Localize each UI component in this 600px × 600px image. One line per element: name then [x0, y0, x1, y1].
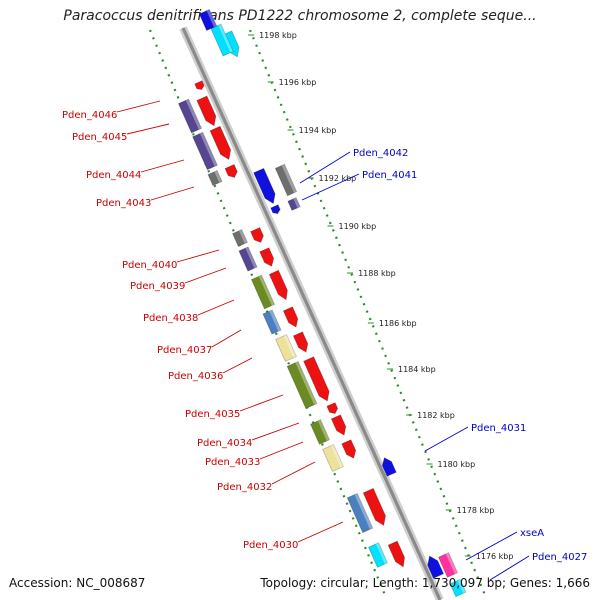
forward-gene-arrow[interactable]: [362, 487, 389, 527]
forward-gene-arrow[interactable]: [292, 331, 310, 354]
forward-gene-arrow[interactable]: [330, 414, 348, 437]
left-gene-label[interactable]: Pden_4036: [168, 371, 223, 382]
forward-gene-arrow[interactable]: [387, 540, 408, 569]
forward-gene-arrow[interactable]: [250, 227, 266, 245]
left-gene-label[interactable]: Pden_4045: [72, 132, 127, 143]
purple-feature[interactable]: [287, 197, 301, 211]
left-gene-label[interactable]: Pden_4033: [205, 457, 260, 468]
right-gene-labels: Pden_4042 Pden_4041 Pden_4031 xseA Pden_4027: [299, 148, 587, 581]
purple-feature[interactable]: [238, 246, 258, 272]
khaki-feature[interactable]: [322, 444, 344, 472]
scale-tick-label: 1180 kbp: [438, 460, 476, 469]
forward-gene-arrow[interactable]: [259, 247, 276, 269]
olive-feature[interactable]: [286, 361, 318, 409]
scale-tick-label: 1192 kbp: [319, 174, 357, 183]
left-gene-label[interactable]: Pden_4039: [130, 281, 185, 292]
gray-feature[interactable]: [274, 163, 298, 197]
label-leader-line: [184, 267, 227, 284]
scale-tick-label: 1198 kbp: [259, 31, 297, 40]
label-leader-line: [140, 159, 185, 173]
purple-feature[interactable]: [192, 131, 218, 171]
scale-tick-label: 1194 kbp: [299, 126, 337, 135]
gray-feature[interactable]: [207, 169, 223, 187]
label-leader-line: [150, 186, 195, 201]
left-gene-labels: Pden_4046 Pden_4045 Pden_4044 Pden_4043 Pden…: [62, 100, 344, 551]
reverse-gene-arrow[interactable]: [270, 204, 282, 216]
label-leader-line: [271, 461, 316, 485]
forward-gene-arrow[interactable]: [224, 163, 239, 179]
right-gene-label[interactable]: Pden_4042: [353, 148, 408, 159]
label-leader-line: [301, 173, 360, 201]
gray-feature[interactable]: [232, 229, 248, 247]
accession-label: Accession: NC_008687: [9, 576, 146, 590]
khaki-feature[interactable]: [275, 334, 297, 362]
left-gene-label[interactable]: Pden_4040: [122, 260, 177, 271]
steelblue-feature[interactable]: [346, 492, 374, 534]
genome-summary: Topology: circular; Length: 1,730,097 bp…: [260, 576, 590, 590]
right-track-border: [248, 29, 487, 596]
label-leader-line: [239, 394, 284, 412]
purple-feature[interactable]: [177, 98, 203, 134]
left-gene-label[interactable]: Pden_4035: [185, 409, 240, 420]
left-gene-label[interactable]: Pden_4034: [197, 438, 252, 449]
forward-gene-arrow[interactable]: [194, 80, 206, 92]
scale-tick-label: 1178 kbp: [457, 506, 495, 515]
scale-tick-label: 1184 kbp: [398, 365, 436, 374]
cyan-feature[interactable]: [367, 542, 389, 568]
forward-gene-arrow[interactable]: [196, 95, 219, 128]
label-leader-line: [424, 426, 469, 452]
label-leader-line: [251, 422, 300, 441]
right-gene-label[interactable]: Pden_4041: [362, 170, 417, 181]
label-leader-line: [126, 123, 170, 135]
cyan-feature[interactable]: [449, 578, 467, 598]
scale-tick-label: 1190 kbp: [339, 222, 377, 231]
map-title: Paracoccus denitrificans PD1222 chromoso…: [63, 8, 537, 24]
label-leader-line: [465, 531, 518, 561]
reverse-gene-arrow[interactable]: [380, 456, 397, 477]
label-leader-line: [222, 357, 253, 374]
backbone: [181, 27, 442, 600]
forward-gene-arrow[interactable]: [341, 439, 358, 461]
forward-gene-arrow[interactable]: [303, 356, 333, 403]
reverse-gene-arrow[interactable]: [425, 554, 445, 579]
reverse-gene-arrow[interactable]: [253, 167, 279, 205]
scale-tick-label: 1176 kbp: [476, 552, 514, 561]
label-leader-line: [176, 249, 220, 263]
forward-gene-arrow[interactable]: [282, 306, 300, 329]
left-gene-label[interactable]: Pden_4046: [62, 110, 117, 121]
scale-tick-label: 1188 kbp: [358, 269, 396, 278]
left-gene-label[interactable]: Pden_4030: [243, 540, 298, 551]
right-gene-label[interactable]: xseA: [520, 528, 544, 539]
forward-gene-arrow[interactable]: [326, 402, 339, 416]
label-leader-line: [197, 299, 235, 316]
magenta-feature[interactable]: [437, 552, 459, 578]
right-gene-label[interactable]: Pden_4027: [532, 552, 587, 563]
olive-feature[interactable]: [309, 419, 331, 445]
right-gene-label[interactable]: Pden_4031: [471, 423, 526, 434]
steelblue-feature[interactable]: [262, 309, 282, 335]
scale-ticks: 1198 kbp 1196 kbp 1194 kbp 1192 kbp 1190 kbp…: [248, 31, 513, 561]
left-gene-label[interactable]: Pden_4038: [143, 313, 198, 324]
blue-gene[interactable]: [198, 9, 218, 31]
label-leader-line: [116, 100, 161, 113]
left-gene-label[interactable]: Pden_4044: [86, 170, 141, 181]
left-gene-label[interactable]: Pden_4032: [217, 482, 272, 493]
left-gene-label[interactable]: Pden_4037: [157, 345, 212, 356]
label-leader-line: [297, 521, 344, 543]
scale-tick-label: 1196 kbp: [279, 78, 317, 87]
label-leader-line: [299, 151, 351, 184]
feature-layer: [177, 9, 467, 598]
label-leader-line: [489, 555, 530, 581]
forward-gene-arrow[interactable]: [209, 125, 234, 162]
olive-feature[interactable]: [250, 274, 276, 310]
scale-tick-label: 1186 kbp: [379, 319, 417, 328]
forward-gene-arrow[interactable]: [268, 269, 290, 301]
left-gene-label[interactable]: Pden_4043: [96, 198, 151, 209]
scale-tick-label: 1182 kbp: [417, 411, 455, 420]
label-leader-line: [259, 441, 304, 460]
label-leader-line: [211, 329, 242, 348]
